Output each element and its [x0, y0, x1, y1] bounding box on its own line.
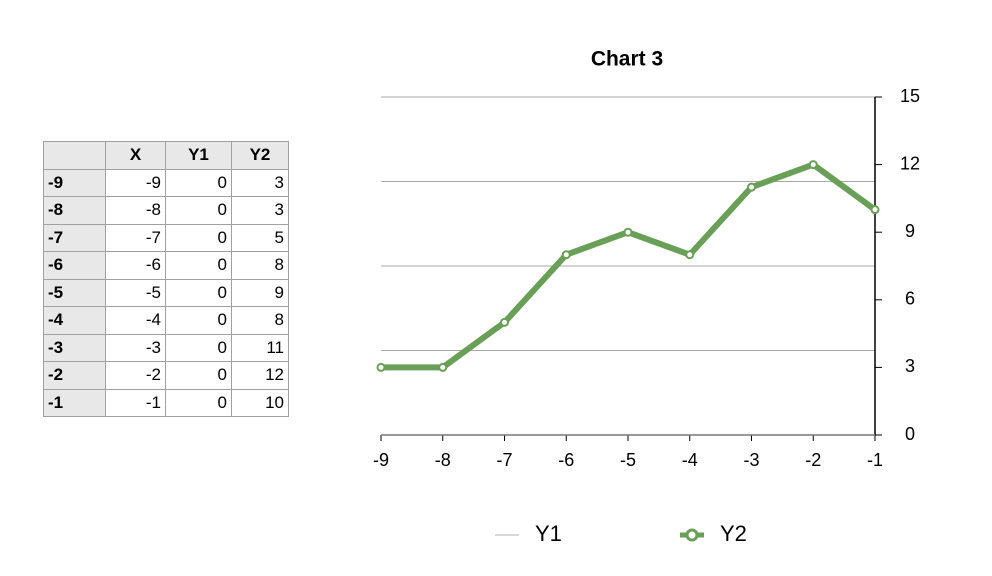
x-tick-label: -5 — [620, 450, 636, 470]
table-cell: 10 — [231, 388, 289, 417]
row-label: -1 — [43, 388, 106, 417]
x-tick-label: -3 — [743, 450, 759, 470]
chart-title: Chart 3 — [591, 48, 663, 71]
row-label: -7 — [43, 223, 106, 252]
column-header: Y1 — [165, 141, 232, 170]
table-cell: -3 — [105, 333, 166, 362]
data-point — [438, 362, 448, 372]
table-row: -1 -1 0 10 — [43, 388, 289, 417]
table-cell: 0 — [165, 168, 232, 197]
column-header: X — [105, 141, 166, 170]
table-cell: 0 — [165, 223, 232, 252]
table-cell: 5 — [231, 223, 289, 252]
legend-marker — [685, 528, 699, 542]
table-cell: -8 — [105, 196, 166, 225]
data-point — [376, 362, 386, 372]
table-cell: 0 — [165, 251, 232, 280]
table-cell: -5 — [105, 278, 166, 307]
x-tick-label: -4 — [682, 450, 698, 470]
row-label: -8 — [43, 196, 106, 225]
table-row: -8 -8 0 3 — [43, 196, 289, 225]
y-tick-label: 0 — [905, 424, 915, 444]
table-cell: 0 — [165, 306, 232, 335]
legend-label: Y1 — [535, 521, 562, 546]
x-tick-label: -9 — [373, 450, 389, 470]
data-point — [870, 205, 880, 215]
row-label: -3 — [43, 333, 106, 362]
data-point — [685, 250, 695, 260]
data-point — [747, 182, 756, 192]
table-cell: 9 — [231, 278, 289, 307]
table-row: -4 -4 0 8 — [43, 306, 289, 335]
corner-cell — [43, 141, 106, 170]
data-point — [623, 227, 633, 237]
x-tick-label: -7 — [496, 450, 512, 470]
header-row: X Y1 Y2 — [43, 141, 289, 170]
x-tick-label: -2 — [805, 450, 821, 470]
y-tick-label: 6 — [905, 289, 915, 309]
x-tick-label: -8 — [435, 450, 451, 470]
column-header: Y2 — [231, 141, 289, 170]
table-body: -9 -9 0 3 -8 -8 0 3 -7 -7 0 5 -6 -6 0 8 -5 -5 0 9 -4 -4 0 8 -3 -3… — [43, 168, 289, 417]
row-label: -6 — [43, 251, 106, 280]
table-cell: 0 — [165, 196, 232, 225]
table-row: -6 -6 0 8 — [43, 251, 289, 280]
table-cell: 0 — [165, 333, 232, 362]
table-cell: 3 — [231, 196, 289, 225]
row-label: -2 — [43, 361, 106, 390]
table-cell: 12 — [231, 361, 289, 390]
y-tick-label: 12 — [900, 153, 920, 173]
y-tick-label: 9 — [905, 221, 915, 241]
table-cell: -9 — [105, 168, 166, 197]
legend-label: Y2 — [720, 521, 747, 546]
x-tick-label: -1 — [867, 450, 883, 470]
table-row: -3 -3 0 11 — [43, 333, 289, 362]
table-cell: -7 — [105, 223, 166, 252]
data-point — [561, 250, 571, 260]
data-point — [500, 317, 509, 327]
table-cell: -1 — [105, 388, 166, 417]
x-tick-label: -6 — [558, 450, 574, 470]
table-cell: 3 — [231, 168, 289, 197]
y-tick-label: 3 — [905, 356, 915, 376]
table-row: -9 -9 0 3 — [43, 168, 289, 197]
data-table: X Y1 Y2 -9 -9 0 3 -8 -8 0 3 -7 -7 0 5 -6 -6 0 8 -5 -5 0 9 -4 -4… — [43, 141, 289, 417]
table-row: -5 -5 0 9 — [43, 278, 289, 307]
y-tick-label: 15 — [900, 86, 920, 106]
data-point — [808, 160, 818, 170]
row-label: -9 — [43, 168, 106, 197]
table-row: -7 -7 0 5 — [43, 223, 289, 252]
